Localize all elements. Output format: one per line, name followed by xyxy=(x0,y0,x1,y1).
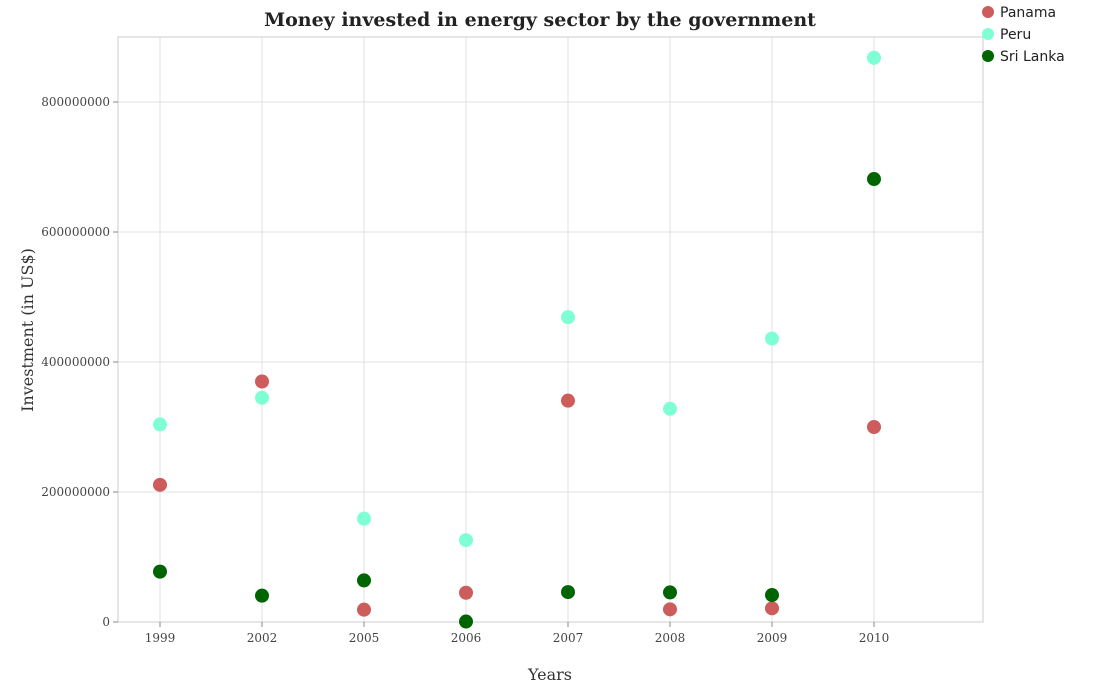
peru-point xyxy=(867,51,881,65)
sri-lanka-point xyxy=(867,172,881,186)
panama-point xyxy=(357,603,371,617)
x-axis-label: Years xyxy=(527,665,572,684)
chart-title: Money invested in energy sector by the g… xyxy=(264,9,816,31)
x-tick-label: 1999 xyxy=(145,631,176,645)
panama-point xyxy=(867,420,881,434)
peru-point xyxy=(255,391,269,405)
plot-frame xyxy=(118,37,983,622)
legend-marker-peru xyxy=(982,28,994,40)
sri-lanka-point xyxy=(357,573,371,587)
y-axis-ticks: 0 200000000 400000000 600000000 800000000 xyxy=(41,95,118,629)
panama-point xyxy=(255,375,269,389)
grid xyxy=(118,37,983,622)
peru-point xyxy=(561,310,575,324)
sri-lanka-point xyxy=(153,565,167,579)
panama-point xyxy=(561,394,575,408)
peru-point xyxy=(663,402,677,416)
x-tick-label: 2008 xyxy=(655,631,686,645)
peru-point xyxy=(153,417,167,431)
panama-point xyxy=(153,478,167,492)
panama-point xyxy=(663,602,677,616)
legend: Panama Peru Sri Lanka xyxy=(982,5,1065,65)
x-tick-label: 2006 xyxy=(451,631,482,645)
x-tick-label: 2009 xyxy=(757,631,788,645)
sri-lanka-point xyxy=(663,585,677,599)
y-axis-label: Investment (in US$) xyxy=(18,248,37,412)
legend-label-sri-lanka: Sri Lanka xyxy=(1000,49,1065,65)
x-tick-label: 2002 xyxy=(247,631,278,645)
legend-marker-sri-lanka xyxy=(982,50,994,62)
legend-label-peru: Peru xyxy=(1000,27,1031,43)
panama-point xyxy=(765,601,779,615)
x-tick-label: 2010 xyxy=(859,631,890,645)
legend-marker-panama xyxy=(982,6,994,18)
y-tick-label: 0 xyxy=(102,615,110,629)
x-tick-label: 2007 xyxy=(553,631,584,645)
sri-lanka-point xyxy=(561,585,575,599)
x-tick-label: 2005 xyxy=(349,631,380,645)
x-axis-ticks: 1999 2002 2005 2006 2007 2008 2009 2010 xyxy=(145,622,890,645)
y-tick-label: 400000000 xyxy=(41,355,110,369)
peru-point xyxy=(357,512,371,526)
sri-lanka-point xyxy=(765,588,779,602)
y-tick-label: 800000000 xyxy=(41,95,110,109)
legend-label-panama: Panama xyxy=(1000,5,1056,21)
peru-point xyxy=(765,332,779,346)
y-tick-label: 600000000 xyxy=(41,225,110,239)
sri-lanka-point xyxy=(255,589,269,603)
sri-lanka-point xyxy=(459,615,473,629)
panama-point xyxy=(459,586,473,600)
y-tick-label: 200000000 xyxy=(41,485,110,499)
peru-point xyxy=(459,533,473,547)
